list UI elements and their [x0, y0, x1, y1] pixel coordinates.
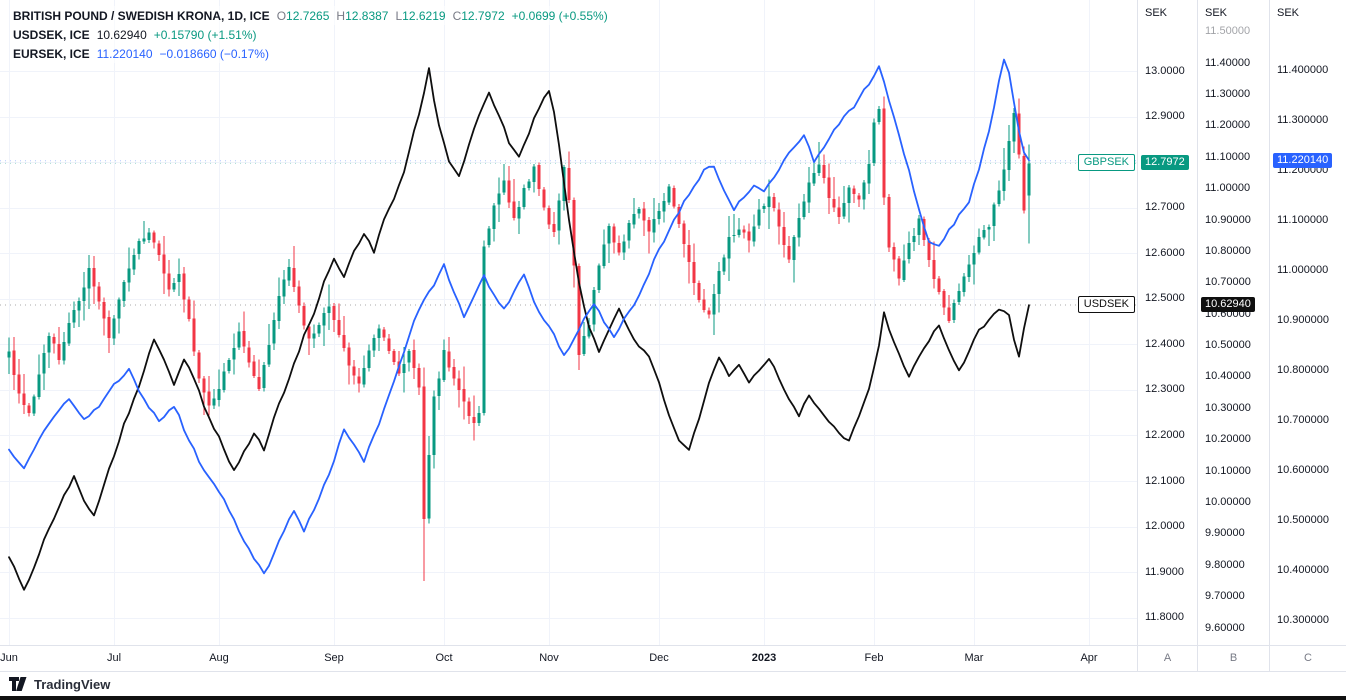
price-tick: 12.0000	[1145, 520, 1185, 533]
high-label: H	[336, 8, 346, 23]
price-tick: 10.90000	[1205, 213, 1251, 226]
time-axis-label: Nov	[539, 652, 559, 664]
scale-mode-button-b[interactable]: B	[1197, 645, 1269, 671]
price-tick: 11.10000	[1205, 150, 1251, 163]
price-tick: 10.10000	[1205, 464, 1251, 477]
price-tick: 11.000000	[1277, 264, 1329, 277]
ohlc-low: L 12.6219	[395, 9, 445, 23]
price-tick: 9.70000	[1205, 590, 1245, 603]
ohlc-close: C 12.7972	[453, 9, 505, 23]
close-label: C	[452, 8, 462, 23]
price-scale-eursek[interactable]: SEK 11.400000 11.300000 11.200000 11.100000…	[1269, 0, 1346, 645]
price-tick: 10.500000	[1277, 513, 1329, 526]
open-label: O	[276, 8, 287, 23]
price-tick: 10.600000	[1277, 463, 1329, 476]
price-scale-gbpsek[interactable]: SEK 13.000012.900012.800012.700012.60001…	[1137, 0, 1197, 645]
price-tick: 11.40000	[1205, 56, 1251, 69]
gbpsek-change: +0.0699 (+0.55%)	[511, 8, 608, 23]
price-tick: 10.20000	[1205, 433, 1251, 446]
price-tick: 11.300000	[1277, 114, 1329, 127]
open-value: 12.7265	[286, 8, 330, 23]
price-tick: 11.400000	[1277, 64, 1329, 77]
price-tick: 12.4000	[1145, 337, 1185, 350]
chart-canvas[interactable]: BRITISH POUND / SWEDISH KRONA, 1D, ICE O…	[0, 0, 1137, 645]
eursek-change: −0.018660 (−0.17%)	[159, 46, 269, 61]
price-tick: 9.90000	[1205, 527, 1245, 540]
price-tick: 10.00000	[1205, 496, 1251, 508]
usdsek-symbol-title: USDSEK, ICE	[13, 27, 90, 42]
time-axis-label: 2023	[751, 652, 777, 664]
price-tick: 12.7000	[1145, 201, 1185, 214]
price-scale-usdsek[interactable]: SEK 11.50000 11.40000 11.30000 11.20000 11.1…	[1197, 0, 1269, 645]
ohlc-high: H 12.8387	[336, 9, 388, 23]
price-tick: 11.00000	[1205, 182, 1251, 195]
scale-unit-label: SEK	[1205, 7, 1228, 19]
usdsek-last-value: 10.62940	[96, 27, 147, 42]
time-axis[interactable]: Jun Jul Aug Sep Oct Nov Dec 2023 Feb Mar Apr	[0, 645, 1137, 671]
price-tick: 10.900000	[1277, 314, 1329, 326]
scale-unit-label: SEK	[1277, 7, 1300, 19]
high-value: 12.8387	[345, 8, 389, 23]
time-axis-label: Aug	[209, 652, 229, 664]
price-tick: 12.1000	[1145, 474, 1185, 487]
price-tick: 10.70000	[1205, 276, 1251, 289]
price-tick: 10.80000	[1205, 244, 1251, 257]
price-tick: 12.3000	[1145, 383, 1185, 396]
eursek-symbol-title: EURSEK, ICE	[13, 46, 90, 61]
main-symbol-title: BRITISH POUND / SWEDISH KRONA, 1D, ICE	[13, 8, 270, 23]
last-price-label-eursek: 11.220140	[1273, 152, 1333, 168]
usdsek-change: +0.15790 (+1.51%)	[153, 27, 257, 42]
time-axis-label: Sep	[324, 652, 344, 664]
time-axis-label: Feb	[864, 652, 884, 664]
tradingview-logo-icon[interactable]	[9, 677, 28, 691]
tradingview-wordmark[interactable]: TradingView	[34, 676, 111, 692]
price-tick: 9.60000	[1205, 621, 1245, 634]
price-tick: 12.9000	[1145, 110, 1185, 123]
chart-plot[interactable]	[0, 0, 1137, 645]
close-value: 12.7972	[461, 8, 505, 23]
time-axis-label: Dec	[649, 652, 669, 664]
bottom-edge-strip	[0, 696, 1346, 700]
time-axis-label: Jul	[106, 652, 122, 664]
price-tick: 10.50000	[1205, 339, 1251, 352]
price-tick: 10.800000	[1277, 363, 1329, 376]
last-price-label-gbpsek: 12.7972	[1141, 155, 1189, 171]
price-tick: 9.80000	[1205, 558, 1245, 571]
price-tick: 12.2000	[1145, 428, 1185, 441]
low-value: 12.6219	[402, 8, 446, 23]
price-tick: 12.6000	[1145, 246, 1185, 259]
scale-unit-label: SEK	[1145, 7, 1168, 19]
price-tick: 10.400000	[1277, 563, 1329, 576]
time-axis-label: Jun	[0, 652, 18, 664]
legend-row-usdsek[interactable]: USDSEK, ICE 10.62940 +0.15790 (+1.51%)	[10, 25, 260, 44]
scale-mode-button-a[interactable]: A	[1137, 645, 1197, 671]
legend-row-gbpsek[interactable]: BRITISH POUND / SWEDISH KRONA, 1D, ICE O…	[10, 6, 611, 25]
price-tick: 10.40000	[1205, 370, 1251, 383]
price-tick: 10.300000	[1277, 613, 1329, 626]
last-price-label-usdsek: 10.62940	[1201, 296, 1255, 312]
price-tick: 11.30000	[1205, 87, 1251, 100]
series-name-tag-gbpsek: GBPSEK	[1077, 154, 1135, 172]
price-tick: 11.9000	[1145, 565, 1184, 578]
price-tick: 13.0000	[1145, 64, 1185, 77]
price-tick: 11.50000	[1205, 25, 1251, 38]
time-axis-label: Mar	[964, 652, 984, 664]
time-axis-label: Apr	[1080, 652, 1098, 664]
series-name-tag-usdsek: USDSEK	[1077, 295, 1135, 313]
price-tick: 11.100000	[1277, 214, 1329, 227]
price-tick: 11.8000	[1145, 611, 1184, 624]
scale-mode-button-c[interactable]: C	[1269, 645, 1346, 671]
legend-row-eursek[interactable]: EURSEK, ICE 11.220140 −0.018660 (−0.17%)	[10, 44, 272, 63]
price-tick: 11.20000	[1205, 119, 1251, 132]
eursek-last-value: 11.220140	[96, 46, 153, 61]
chart-legend: BRITISH POUND / SWEDISH KRONA, 1D, ICE O…	[10, 6, 611, 63]
price-tick: 10.30000	[1205, 401, 1251, 414]
low-label: L	[395, 8, 403, 23]
price-tick: 10.700000	[1277, 413, 1329, 426]
time-axis-label: Oct	[435, 652, 453, 664]
ohlc-open: O 12.7265	[277, 9, 330, 23]
footer-bar: TradingView	[0, 671, 1346, 696]
price-tick: 12.5000	[1145, 292, 1185, 305]
